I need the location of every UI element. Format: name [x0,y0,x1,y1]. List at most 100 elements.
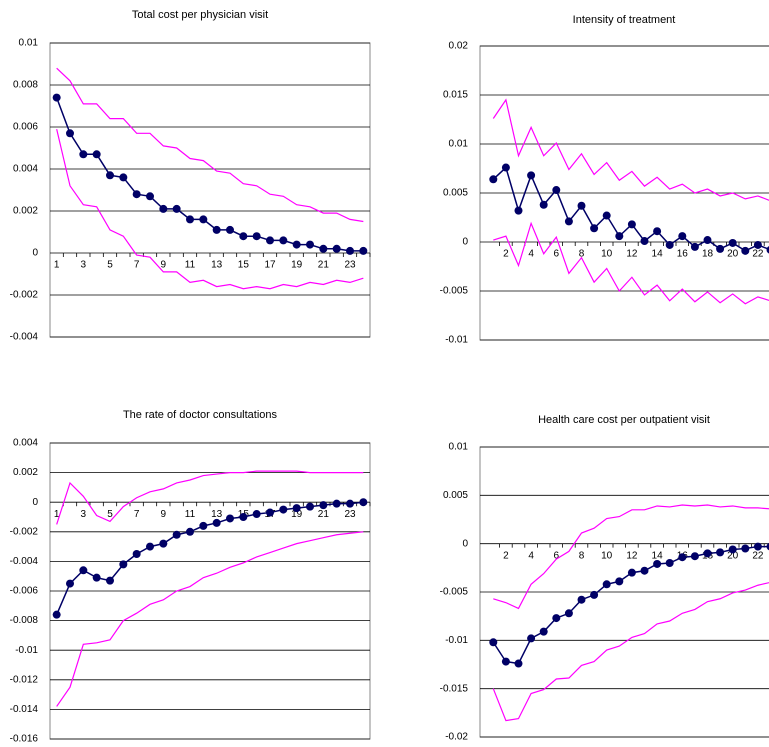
x-tick-label: 14 [652,249,664,260]
point-marker [627,568,636,577]
series-line [56,67,364,223]
point-marker [292,504,301,513]
x-tick-label: 22 [752,249,764,260]
series-line [55,97,364,252]
point-marker [766,246,769,254]
point-marker [359,498,368,507]
point-marker [132,550,141,558]
x-tick-label: 9 [161,509,167,520]
x-tick-label: 13 [211,509,223,520]
point-marker [678,553,687,562]
point-marker [640,237,649,246]
x-tick-label: 14 [652,550,664,561]
y-tick-label: -0.005 [440,587,469,598]
point-marker [766,542,769,551]
point-marker [539,200,548,209]
point-marker [119,560,128,569]
point-marker [653,227,662,236]
point-marker [753,240,762,249]
y-tick-label: -0.01 [15,645,38,656]
point-marker [665,240,674,249]
point-marker [332,244,341,253]
point-marker [92,573,101,582]
point-marker [226,514,234,523]
point-marker [602,580,611,589]
y-tick-label: -0.02 [445,732,468,743]
point-marker [590,224,599,233]
y-tick-label: 0.002 [13,467,38,478]
y-tick-label: -0.01 [445,635,468,646]
x-tick-label: 19 [291,509,303,520]
point-marker [703,236,712,245]
point-marker [279,505,288,514]
point-marker [306,502,314,511]
point-marker [590,590,599,599]
series-line [492,582,769,722]
y-tick-label: 0.01 [449,139,469,150]
y-tick-label: 0.008 [13,80,38,91]
x-tick-label: 20 [727,249,739,260]
point-marker [199,521,208,530]
point-marker [564,217,573,226]
point-marker [653,559,662,568]
point-marker [239,513,248,521]
x-tick-label: 2 [503,249,509,260]
y-tick-label: 0.002 [13,206,38,217]
point-marker [106,576,114,585]
x-tick-label: 16 [677,249,689,260]
point-marker [728,238,737,247]
point-marker [119,173,128,182]
y-tick-label: 0.006 [13,122,38,133]
y-tick-label: -0.002 [10,290,39,301]
y-tick-label: 0.01 [449,442,469,453]
y-tick-label: -0.004 [10,332,39,343]
y-tick-label: -0.014 [10,704,39,715]
chart-title: Total cost per physician visit [132,9,268,21]
x-tick-label: 1 [54,509,60,520]
point-marker [52,610,61,619]
x-tick-label: 10 [601,249,613,260]
plot-frame [49,42,371,338]
x-tick-label: 20 [727,550,739,561]
point-marker [146,542,154,551]
point-marker [186,215,194,224]
point-marker [266,508,274,517]
x-tick-label: 4 [528,249,534,260]
point-marker [577,201,586,210]
point-marker [212,518,221,527]
series-line [56,128,364,290]
x-tick-label: 13 [211,260,223,271]
series-line [493,221,769,305]
point-marker [716,548,725,557]
point-marker [226,225,234,234]
point-marker [106,171,114,180]
point-marker [564,609,573,618]
point-marker [159,539,168,548]
x-tick-label: 23 [344,260,356,271]
point-marker [79,566,88,575]
point-marker [292,240,301,249]
x-tick-label: 5 [107,509,113,520]
point-marker [252,510,261,519]
y-tick-label: 0 [32,248,38,259]
point-marker [319,244,328,253]
x-tick-label: 23 [344,509,356,520]
point-marker [159,204,168,213]
y-tick-label: -0.006 [10,586,39,597]
point-marker [359,246,368,255]
point-marker [66,579,74,588]
x-tick-label: 17 [264,260,276,271]
y-tick-label: 0.004 [13,438,38,449]
x-tick-label: 10 [601,550,613,561]
plot-layer [52,470,368,707]
x-tick-label: 6 [554,249,560,260]
series-line [492,98,769,201]
point-marker [489,638,498,647]
point-marker [199,215,208,224]
point-marker [266,236,274,245]
point-marker [678,232,687,241]
series-line [56,531,364,707]
x-tick-label: 18 [702,249,714,260]
point-marker [703,549,712,558]
